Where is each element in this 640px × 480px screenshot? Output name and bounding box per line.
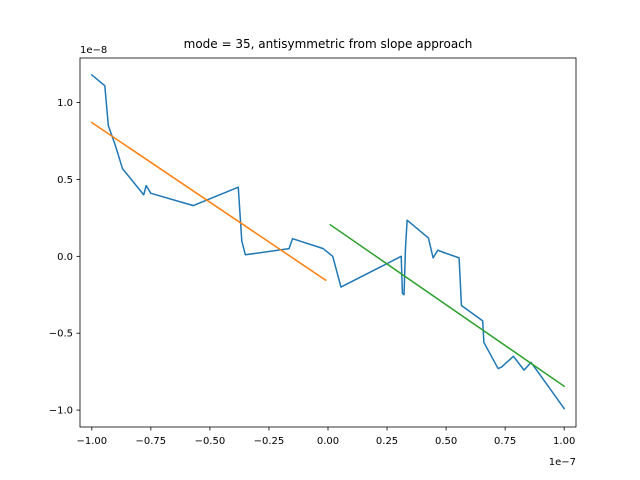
x-tick-label: 0.00 xyxy=(317,436,339,447)
series-layer xyxy=(90,73,566,410)
y-tick-label: −1.0 xyxy=(49,406,73,417)
x-tick-label: 0.25 xyxy=(376,436,398,447)
plot-frame xyxy=(79,57,577,428)
x-offset-label: 1e−7 xyxy=(549,457,576,468)
y-tick-label: −0.5 xyxy=(49,329,73,340)
series-line-2 xyxy=(90,121,327,282)
x-tick-label: 1.00 xyxy=(553,436,575,447)
chart-title: mode = 35, antisymmetric from slope appr… xyxy=(184,37,473,51)
x-tick-label: −1.00 xyxy=(76,436,107,447)
x-tick-label: −0.25 xyxy=(254,436,285,447)
x-tick-label: −0.75 xyxy=(136,436,167,447)
tick-layer: −1.00 −0.75 −0.50 −0.25 0.00 0.25 0.50 0.75 1.00… xyxy=(49,98,576,447)
y-offset-label: 1e−8 xyxy=(80,45,107,56)
y-tick-label: 1.0 xyxy=(57,98,73,109)
series-line-3 xyxy=(329,223,566,388)
x-tick-label: 0.50 xyxy=(435,436,457,447)
y-tick-label: 0.0 xyxy=(57,252,73,263)
x-tick-label: −0.50 xyxy=(195,436,226,447)
x-tick-label: 0.75 xyxy=(494,436,516,447)
y-tick-label: 0.5 xyxy=(57,175,73,186)
